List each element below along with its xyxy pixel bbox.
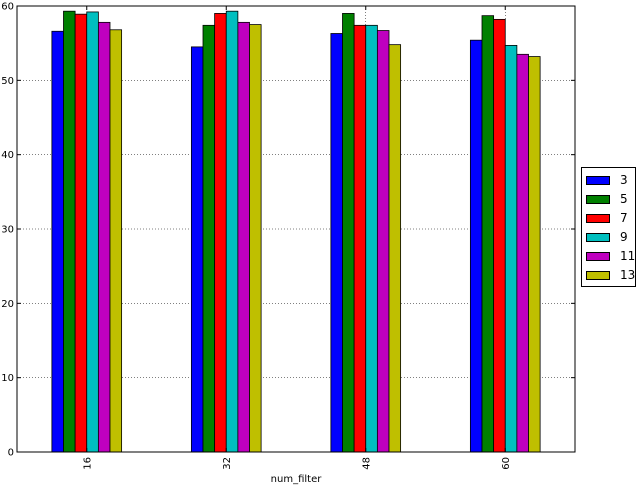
x-axis-label: num_filter bbox=[271, 474, 323, 485]
legend-item-3: 3 bbox=[586, 172, 636, 188]
axis-ticks: 0 10 20 30 40 50 60 16 32 48 60 bbox=[1, 2, 575, 470]
y-tick-label: 50 bbox=[1, 76, 14, 87]
y-tick-label: 10 bbox=[1, 373, 14, 384]
x-tick-label: 60 bbox=[501, 457, 512, 470]
legend-item-9: 9 bbox=[586, 229, 636, 245]
bar-series-5-32 bbox=[202, 24, 216, 453]
y-tick-label: 40 bbox=[1, 150, 14, 161]
legend-label: 13 bbox=[620, 268, 636, 282]
bar-series-5-16 bbox=[63, 10, 76, 453]
legend-label: 9 bbox=[620, 230, 628, 244]
legend-swatch bbox=[586, 271, 610, 280]
legend-swatch bbox=[586, 252, 610, 261]
bar-series-13-16 bbox=[109, 29, 123, 453]
bar-series-11-16 bbox=[97, 21, 111, 453]
legend-swatch bbox=[586, 233, 610, 242]
x-tick-label: 16 bbox=[82, 457, 93, 470]
legend-item-11: 11 bbox=[586, 248, 636, 264]
legend-label: 3 bbox=[620, 173, 628, 187]
legend-label: 5 bbox=[620, 192, 628, 206]
bar-series-7-48 bbox=[353, 24, 367, 453]
legend-item-13: 13 bbox=[586, 267, 636, 283]
bar-series-3-60 bbox=[469, 39, 483, 453]
bar-series-13-48 bbox=[388, 44, 402, 453]
legend-swatch bbox=[586, 176, 610, 185]
y-tick-label: 30 bbox=[1, 225, 14, 236]
bar-series-5-60 bbox=[481, 15, 495, 453]
bar-series-3-16 bbox=[51, 30, 64, 453]
bar-series-7-60 bbox=[493, 18, 506, 453]
bar-series-9-16 bbox=[86, 11, 99, 453]
legend-label: 11 bbox=[620, 249, 636, 263]
bar-series-5-48 bbox=[342, 13, 355, 453]
bar-series-7-32 bbox=[214, 13, 227, 453]
legend-swatch bbox=[586, 195, 610, 204]
x-tick-label: 48 bbox=[361, 457, 372, 470]
y-tick-label: 60 bbox=[1, 2, 14, 13]
legend-swatch bbox=[586, 214, 610, 223]
x-tick-label: 32 bbox=[222, 457, 233, 470]
bar-series-11-32 bbox=[237, 21, 250, 453]
bar-series-13-32 bbox=[249, 24, 262, 453]
legend-item-7: 7 bbox=[586, 210, 636, 226]
legend-label: 7 bbox=[620, 211, 628, 225]
bar-series-9-60 bbox=[504, 44, 518, 453]
bar-series-13-60 bbox=[528, 56, 541, 453]
y-tick-label: 0 bbox=[8, 448, 14, 459]
bar-series-9-48 bbox=[365, 24, 378, 453]
bar-series-11-60 bbox=[516, 53, 529, 453]
y-tick-label: 20 bbox=[1, 299, 14, 310]
bar-series-3-32 bbox=[190, 46, 204, 453]
legend: 3 5 7 9 11 13 bbox=[581, 167, 636, 287]
bars bbox=[51, 10, 541, 453]
legend-item-5: 5 bbox=[586, 191, 636, 207]
bar-series-9-32 bbox=[225, 10, 239, 453]
bar-series-11-48 bbox=[376, 30, 390, 453]
bar-series-3-48 bbox=[330, 33, 343, 453]
bar-series-7-16 bbox=[74, 13, 88, 453]
